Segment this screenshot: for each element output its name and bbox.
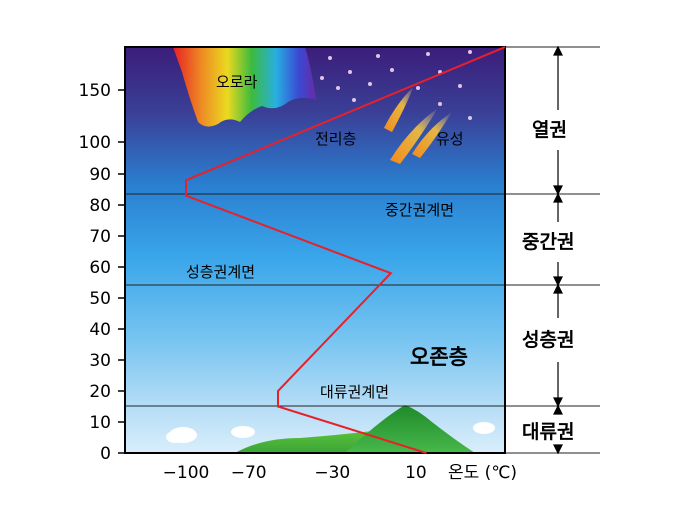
- y-axis-ticks: 0 10 20 30 40 50 60 70 80 90 100 150: [79, 81, 125, 464]
- y-tick-label: 100: [79, 133, 111, 153]
- layer-label-stratosphere: 성층권: [522, 329, 574, 351]
- y-tick-label: 60: [89, 258, 111, 278]
- y-tick-label: 20: [89, 382, 111, 402]
- layer-label-troposphere: 대류권: [522, 421, 574, 443]
- y-tick-label: 10: [89, 413, 111, 433]
- ionosphere-label: 전리층: [315, 130, 356, 148]
- clouds: [166, 422, 495, 443]
- sky-background: [125, 47, 505, 453]
- ozone-layer-label: 오존층: [410, 345, 468, 369]
- tropopause-label: 대류권계면: [320, 383, 389, 401]
- x-tick-label: −70: [231, 463, 267, 483]
- meteors: [384, 86, 452, 164]
- x-axis-ticks: −100 −70 −30 10: [163, 463, 427, 483]
- y-tick-label: 50: [89, 289, 111, 309]
- x-tick-label: −30: [314, 463, 350, 483]
- y-tick-label: 40: [89, 320, 111, 340]
- plot-frame: [124, 46, 506, 454]
- stratopause-label: 성층권계면: [186, 263, 255, 281]
- y-tick-label: 90: [89, 165, 111, 185]
- aurora-curtain: [173, 47, 316, 127]
- x-tick-label: 10: [405, 463, 427, 483]
- layer-label-thermosphere: 열권: [532, 119, 567, 141]
- x-tick-label: −100: [163, 463, 210, 483]
- x-axis-unit-label: 온도 (℃): [448, 463, 517, 483]
- aurora-label: 오로라: [216, 73, 258, 91]
- y-tick-label: 150: [79, 81, 111, 101]
- y-tick-label: 80: [89, 196, 111, 216]
- meteor-label: 유성: [436, 130, 464, 148]
- y-tick-label: 70: [89, 227, 111, 247]
- y-tick-label: 0: [100, 444, 111, 464]
- layer-brackets: [553, 45, 563, 455]
- temperature-curve: [185, 46, 506, 454]
- boundary-lines: [125, 46, 600, 454]
- y-tick-label: 30: [89, 351, 111, 371]
- mesopause-label: 중간권계면: [385, 201, 454, 219]
- layer-label-mesosphere: 중간권: [522, 231, 574, 253]
- stars: [320, 50, 472, 120]
- mountain: [345, 405, 475, 453]
